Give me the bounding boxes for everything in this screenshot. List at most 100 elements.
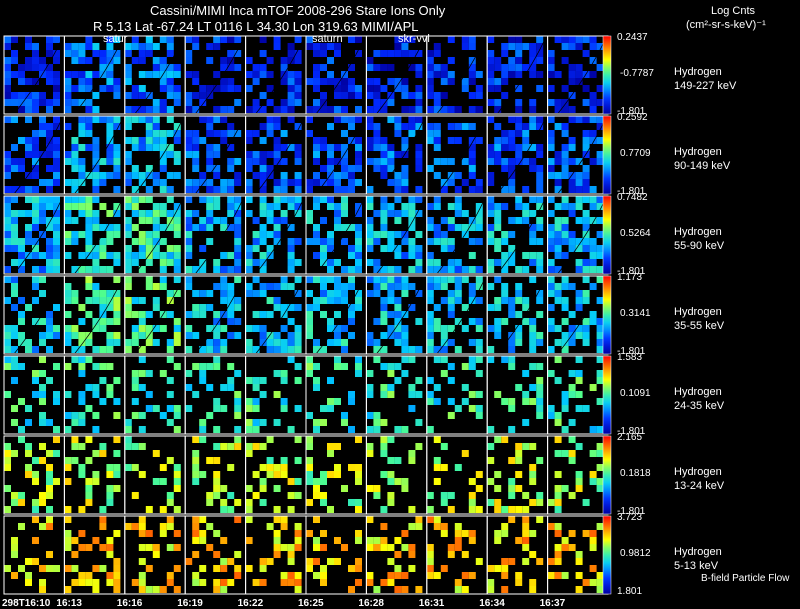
pixel xyxy=(234,499,242,506)
pixel xyxy=(18,245,25,252)
pixel xyxy=(18,436,25,443)
pixel xyxy=(394,196,402,203)
pixel xyxy=(71,85,79,92)
pixel xyxy=(394,457,402,464)
pixel xyxy=(373,64,381,71)
pixel xyxy=(138,471,146,478)
pixel xyxy=(568,106,576,113)
pixel xyxy=(78,398,86,405)
pixel xyxy=(192,130,200,137)
time-tick-label: 298T16:10 xyxy=(2,598,51,609)
pixel xyxy=(287,579,295,586)
pixel xyxy=(529,464,537,471)
pixel xyxy=(11,276,18,283)
pixel xyxy=(4,78,11,85)
pixel xyxy=(508,478,516,485)
pixel xyxy=(166,172,174,179)
pixel xyxy=(206,492,214,499)
pixel xyxy=(487,36,495,43)
pixel xyxy=(582,217,590,224)
pixel xyxy=(113,412,121,419)
pixel xyxy=(39,443,46,450)
pixel xyxy=(522,492,530,499)
pixel xyxy=(145,137,153,144)
pixel xyxy=(575,64,583,71)
pixel xyxy=(113,92,121,99)
pixel xyxy=(313,238,320,245)
pixel xyxy=(206,363,214,370)
pixel xyxy=(166,186,174,193)
pixel xyxy=(433,99,441,106)
pixel xyxy=(475,92,483,99)
pixel xyxy=(124,43,132,50)
pixel xyxy=(334,158,341,165)
pixel xyxy=(341,186,348,193)
pixel xyxy=(522,266,530,273)
pixel xyxy=(366,85,374,92)
pixel xyxy=(287,85,295,92)
pixel xyxy=(4,196,11,203)
pixel xyxy=(245,57,253,64)
pixel xyxy=(252,290,260,297)
pixel xyxy=(561,158,569,165)
pixel xyxy=(280,130,288,137)
pixel xyxy=(494,318,502,325)
pixel xyxy=(568,384,576,391)
pixel xyxy=(78,78,86,85)
pixel xyxy=(447,304,455,311)
heatmap-panel xyxy=(426,35,488,115)
pixel xyxy=(508,506,516,513)
pixel xyxy=(426,57,434,64)
pixel xyxy=(227,377,235,384)
pixel xyxy=(294,92,302,99)
pixel xyxy=(475,217,483,224)
pixel xyxy=(266,85,274,92)
pixel xyxy=(124,346,132,353)
pixel xyxy=(85,71,93,78)
pixel xyxy=(582,579,590,586)
pixel xyxy=(113,377,121,384)
pixel xyxy=(25,231,32,238)
pixel xyxy=(582,224,590,231)
pixel xyxy=(561,537,569,544)
pixel xyxy=(468,238,476,245)
pixel xyxy=(415,99,423,106)
pixel xyxy=(313,224,320,231)
pixel xyxy=(259,377,267,384)
pixel xyxy=(536,499,544,506)
pixel xyxy=(387,238,395,245)
pixel xyxy=(11,245,18,252)
pixel xyxy=(287,92,295,99)
pixel xyxy=(227,558,235,565)
pixel xyxy=(206,499,214,506)
pixel xyxy=(575,332,583,339)
pixel xyxy=(166,224,174,231)
pixel xyxy=(280,405,288,412)
pixel xyxy=(259,71,267,78)
pixel xyxy=(234,436,242,443)
pixel xyxy=(373,419,381,426)
pixel xyxy=(11,165,18,172)
pixel xyxy=(433,130,441,137)
heatmap-panel xyxy=(245,275,307,355)
pixel xyxy=(515,579,523,586)
pixel xyxy=(53,144,60,151)
pixel xyxy=(287,426,295,433)
pixel xyxy=(554,217,562,224)
pixel xyxy=(213,398,221,405)
pixel xyxy=(71,565,79,572)
pixel xyxy=(273,485,281,492)
pixel xyxy=(426,325,434,332)
pixel xyxy=(259,290,267,297)
pixel xyxy=(529,318,537,325)
pixel xyxy=(487,238,495,245)
pixel xyxy=(166,50,174,57)
pixel xyxy=(426,123,434,130)
pixel xyxy=(575,43,583,50)
pixel xyxy=(494,499,502,506)
pixel xyxy=(220,325,228,332)
pixel xyxy=(366,238,374,245)
pixel xyxy=(306,443,313,450)
pixel xyxy=(306,210,313,217)
pixel xyxy=(547,370,555,377)
